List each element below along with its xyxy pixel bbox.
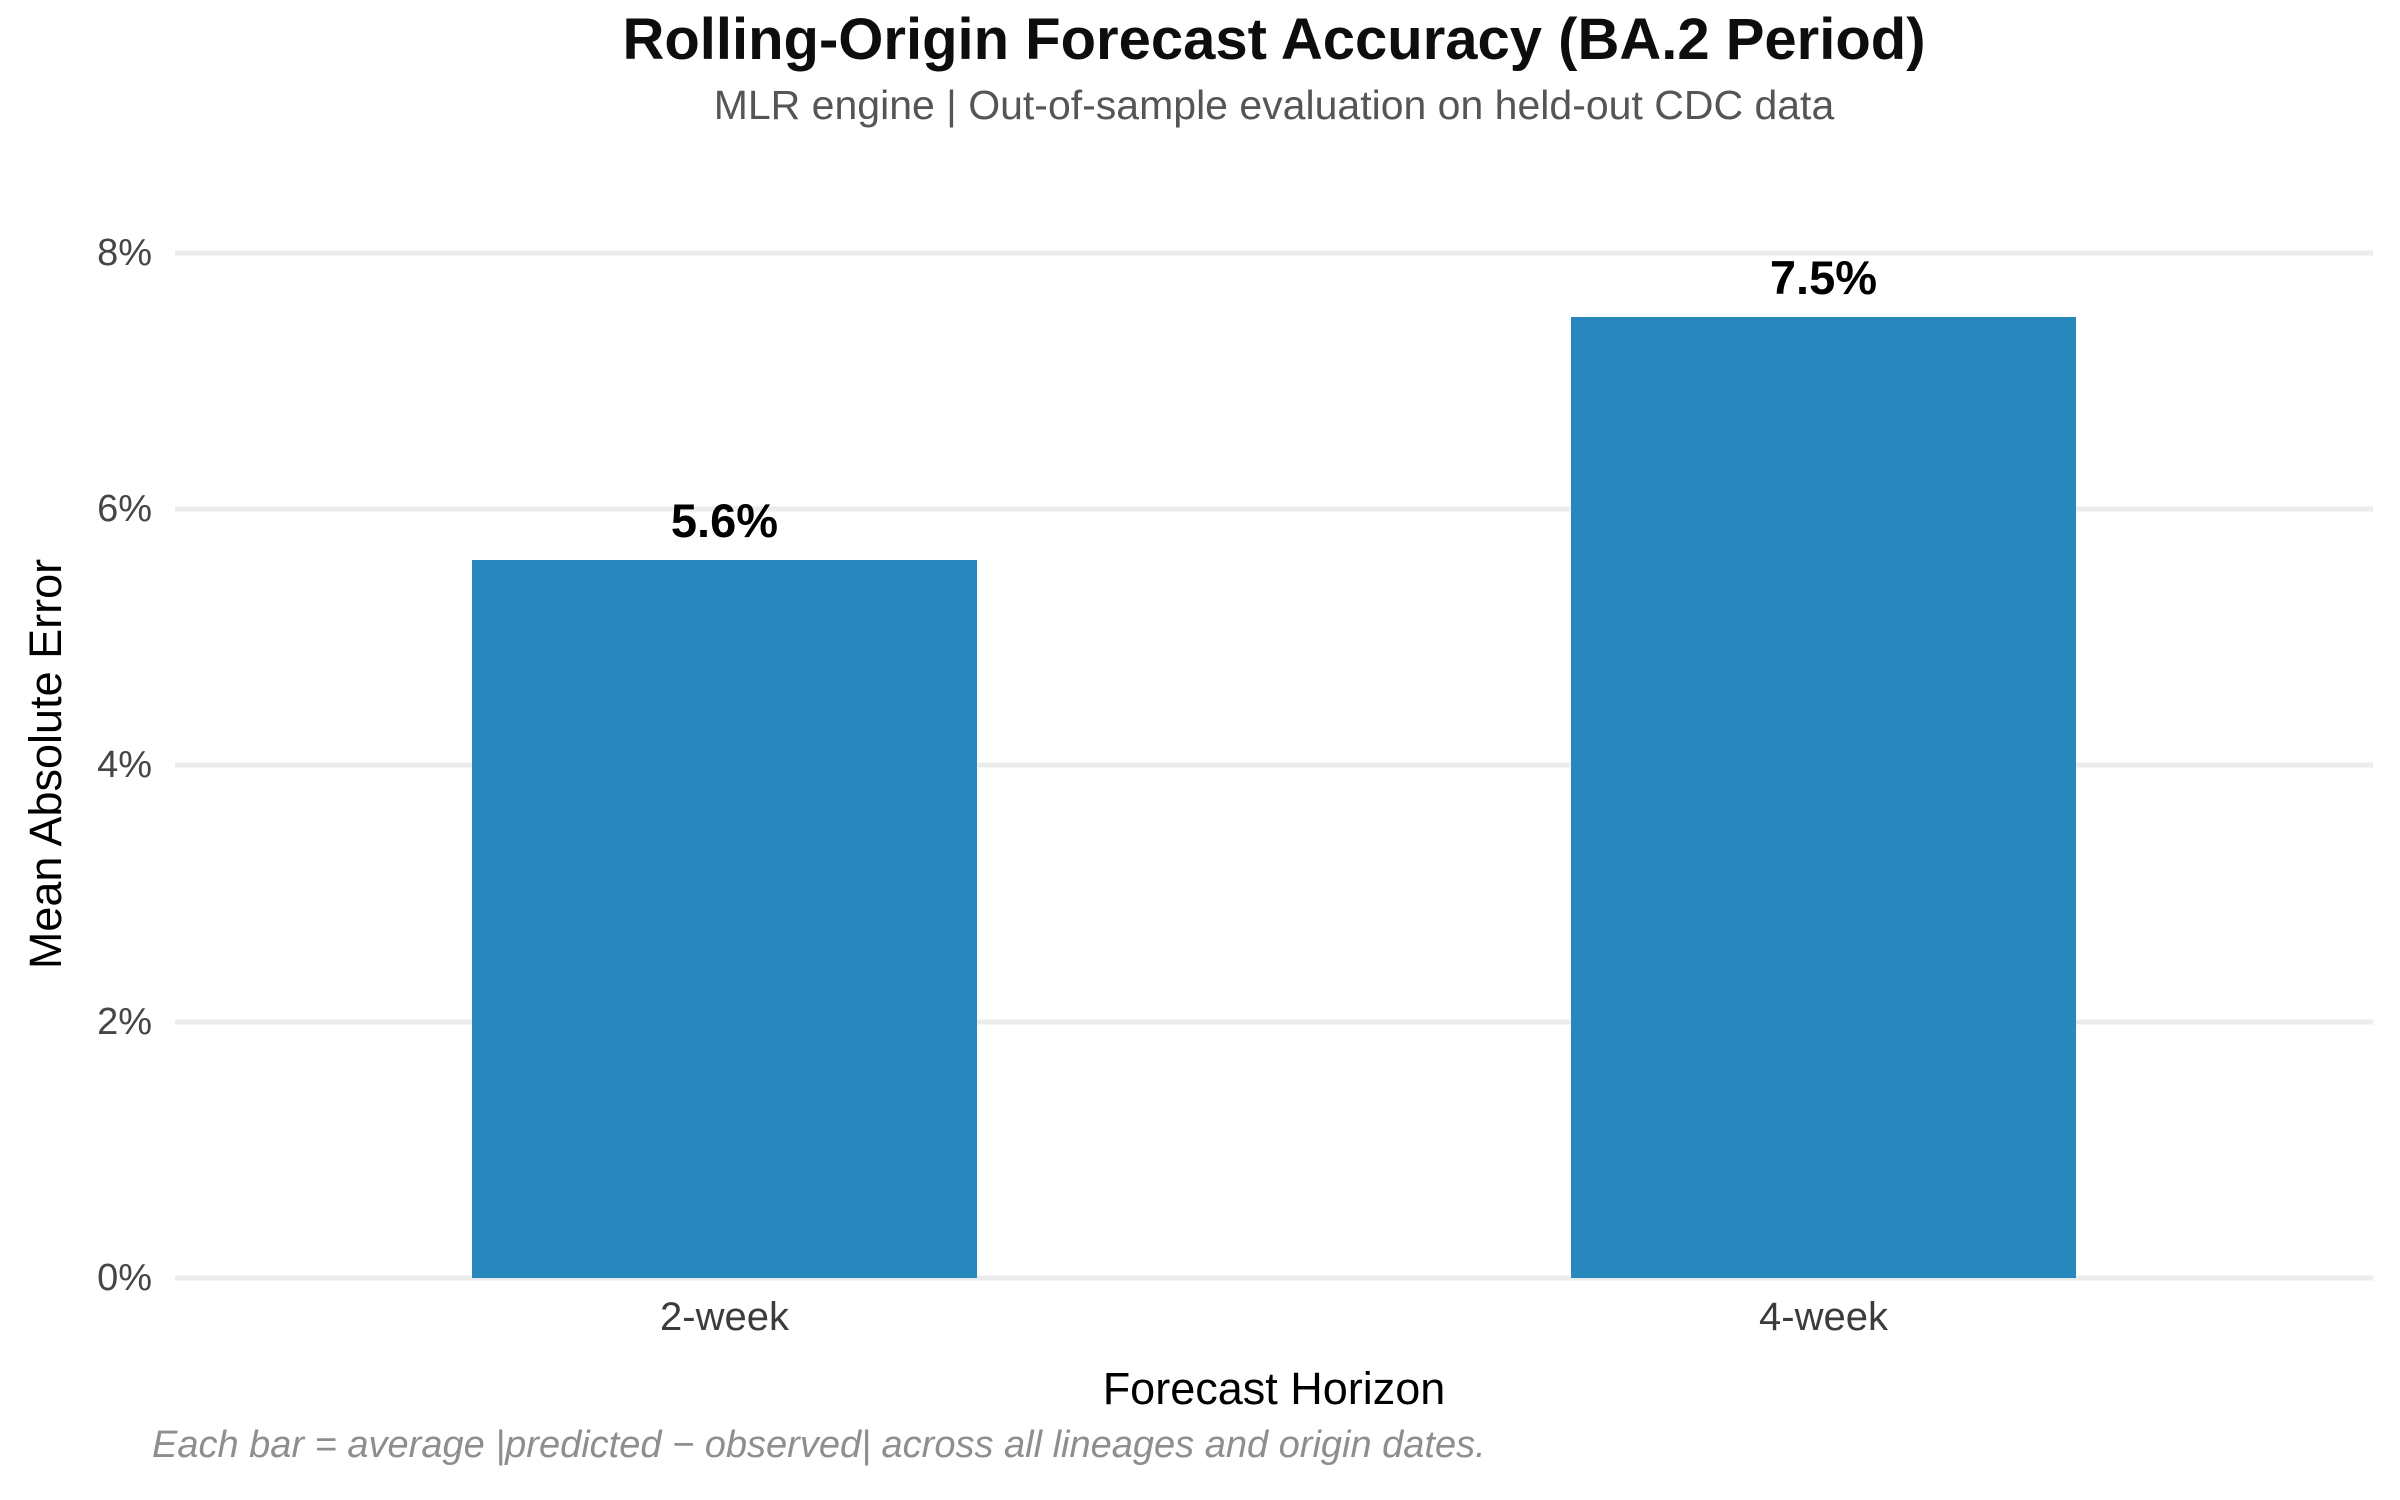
x-axis-title: Forecast Horizon bbox=[1102, 1363, 1446, 1414]
bar-group: 7.5% bbox=[1274, 150, 2373, 1278]
bar bbox=[472, 560, 977, 1278]
chart-footnote: Each bar = average |predicted − observed… bbox=[152, 1424, 1486, 1466]
x-tick-label: 4-week bbox=[1759, 1295, 1888, 1339]
gridline bbox=[175, 506, 2373, 512]
bar-group: 5.6% bbox=[175, 150, 1274, 1278]
gridline bbox=[175, 762, 2373, 768]
gridlines bbox=[175, 150, 2373, 1281]
y-axis-ticks: 0% 2% 4% 6% 8% bbox=[97, 231, 152, 1299]
plot-area: 5.6% 7.5% bbox=[175, 150, 2373, 1281]
bar-value-label: 7.5% bbox=[1769, 250, 1878, 304]
bar bbox=[1571, 316, 2076, 1278]
gridline bbox=[175, 1275, 2373, 1281]
gridline bbox=[175, 250, 2373, 256]
chart-title: Rolling-Origin Forecast Accuracy (BA.2 P… bbox=[622, 7, 1926, 72]
chart-subtitle: MLR engine | Out-of-sample evaluation on… bbox=[713, 82, 1835, 128]
bars-row: 5.6% 7.5% bbox=[175, 150, 2373, 1278]
x-axis-ticks: 2-week 4-week bbox=[175, 1295, 2373, 1340]
x-tick-label: 2-week bbox=[660, 1295, 789, 1339]
bar-value-label: 5.6% bbox=[670, 494, 779, 548]
gridline bbox=[175, 1019, 2373, 1025]
